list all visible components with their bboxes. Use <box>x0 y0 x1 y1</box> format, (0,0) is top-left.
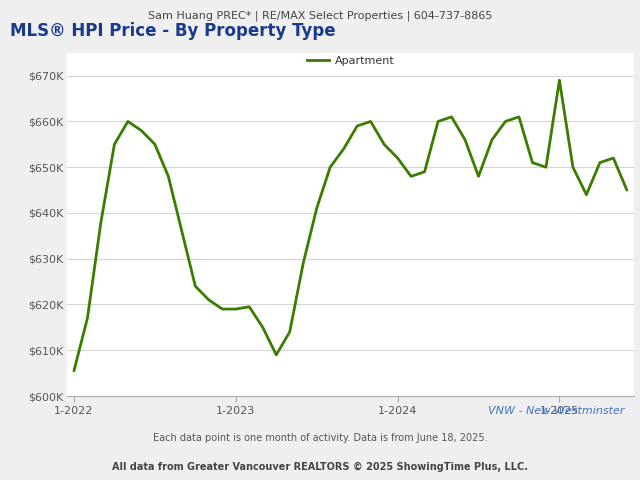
Text: MLS® HPI Price - By Property Type: MLS® HPI Price - By Property Type <box>10 22 335 40</box>
Text: Each data point is one month of activity. Data is from June 18, 2025.: Each data point is one month of activity… <box>153 433 487 443</box>
Legend: Apartment: Apartment <box>302 51 399 71</box>
Text: VNW - New Westminster: VNW - New Westminster <box>488 406 624 416</box>
Text: All data from Greater Vancouver REALTORS © 2025 ShowingTime Plus, LLC.: All data from Greater Vancouver REALTORS… <box>112 462 528 472</box>
Text: Sam Huang PREC* | RE/MAX Select Properties | 604-737-8865: Sam Huang PREC* | RE/MAX Select Properti… <box>148 10 492 21</box>
